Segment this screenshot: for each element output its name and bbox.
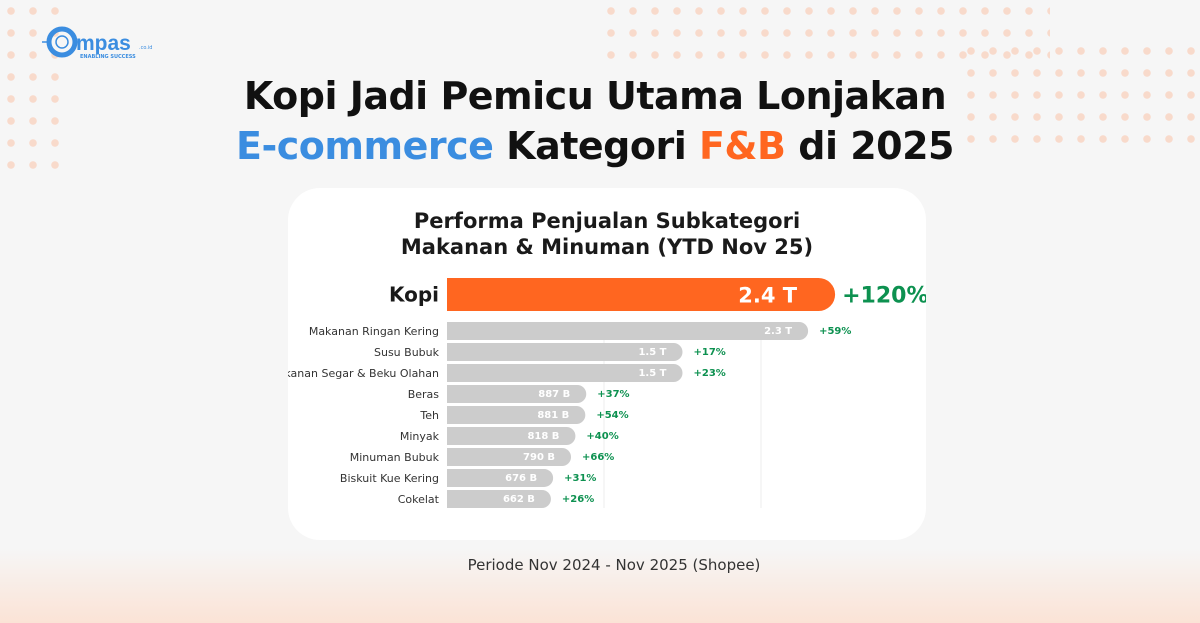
category-label: Susu Bubuk bbox=[374, 346, 440, 359]
value-label: 676 B bbox=[505, 473, 537, 484]
headline-line1: Kopi Jadi Pemicu Utama Lonjakan bbox=[243, 74, 947, 118]
bar bbox=[447, 343, 683, 361]
headline-line2: E-commerce Kategori F&B di 2025 bbox=[0, 124, 1190, 168]
bar-chart: Kopi 2.4 T +120% Makanan Ringan Kering 2.3 T… bbox=[288, 278, 926, 508]
bar bbox=[447, 490, 551, 508]
growth-label: +31% bbox=[564, 473, 596, 484]
growth-label: +23% bbox=[694, 368, 726, 379]
dot-pattern bbox=[0, 0, 60, 180]
value-label: 881 B bbox=[537, 410, 569, 421]
category-label: Cokelat bbox=[398, 493, 440, 506]
headline-ecommerce: E-commerce bbox=[236, 124, 494, 168]
value-label: 887 B bbox=[538, 389, 570, 400]
growth-label: +26% bbox=[562, 494, 594, 505]
growth-label: +17% bbox=[694, 347, 726, 358]
growth-label: +37% bbox=[597, 389, 629, 400]
bar bbox=[447, 427, 576, 445]
value-label: 790 B bbox=[523, 452, 555, 463]
period-note: Periode Nov 2024 - Nov 2025 (Shopee) bbox=[467, 556, 761, 574]
headline-text: di 2025 bbox=[785, 124, 954, 168]
value-label: 662 B bbox=[503, 494, 535, 505]
value-label: 2.3 T bbox=[764, 326, 792, 337]
headline-text: Kategori bbox=[493, 124, 699, 168]
headline-fb: F&B bbox=[698, 124, 786, 168]
growth-label: +40% bbox=[586, 431, 618, 442]
category-label: Teh bbox=[419, 409, 439, 422]
svg-text:ENABLING SUCCESS: ENABLING SUCCESS bbox=[80, 54, 136, 60]
category-label: Minyak bbox=[400, 430, 440, 443]
bar bbox=[447, 322, 809, 340]
chart-title-line2: Makanan & Minuman (YTD Nov 25) bbox=[400, 235, 814, 259]
bar bbox=[447, 385, 587, 403]
compas-logo: mpas .co.id ENABLING SUCCESS bbox=[42, 26, 152, 60]
growth-label: +66% bbox=[582, 452, 614, 463]
category-label: Kopi bbox=[389, 283, 439, 307]
bar bbox=[447, 278, 836, 311]
category-label: Biskuit Kue Kering bbox=[340, 472, 439, 485]
bar bbox=[447, 469, 554, 487]
category-label: Makanan Ringan Kering bbox=[309, 325, 439, 338]
dot-pattern bbox=[960, 40, 1200, 150]
bar bbox=[447, 364, 683, 382]
value-label: 818 B bbox=[527, 431, 559, 442]
svg-text:.co.id: .co.id bbox=[139, 45, 152, 51]
value-label: 2.4 T bbox=[738, 284, 798, 308]
chart-card: Performa Penjualan Subkategori Makanan &… bbox=[288, 188, 926, 540]
growth-label: +120% bbox=[842, 284, 926, 309]
category-label: Beras bbox=[408, 388, 440, 401]
bar bbox=[447, 406, 586, 424]
svg-text:mpas: mpas bbox=[76, 32, 131, 55]
value-label: 1.5 T bbox=[638, 368, 666, 379]
category-label: Minuman Bubuk bbox=[350, 451, 440, 464]
growth-label: +54% bbox=[596, 410, 628, 421]
category-label: Makanan Segar & Beku Olahan bbox=[288, 367, 439, 380]
value-label: 1.5 T bbox=[638, 347, 666, 358]
bar bbox=[447, 448, 572, 466]
chart-title-line1: Performa Penjualan Subkategori bbox=[413, 209, 801, 233]
growth-label: +59% bbox=[819, 326, 851, 337]
